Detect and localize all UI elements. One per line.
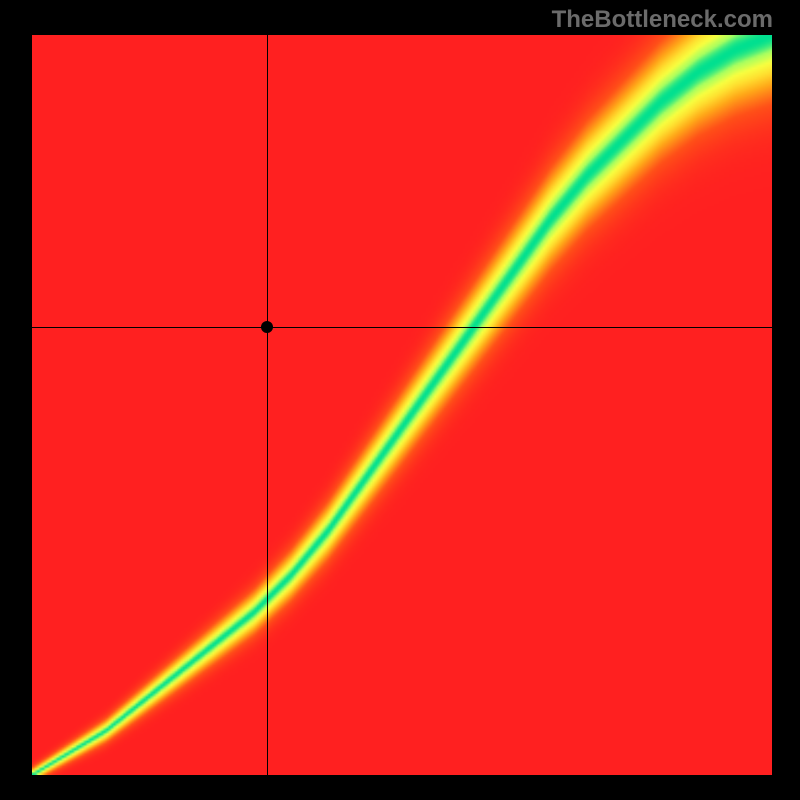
marker-dot [261,321,273,333]
heatmap-canvas [32,35,772,775]
crosshair-horizontal [32,327,772,328]
watermark-text: TheBottleneck.com [552,6,773,34]
bottleneck-heatmap [32,35,772,775]
crosshair-vertical [267,35,268,775]
